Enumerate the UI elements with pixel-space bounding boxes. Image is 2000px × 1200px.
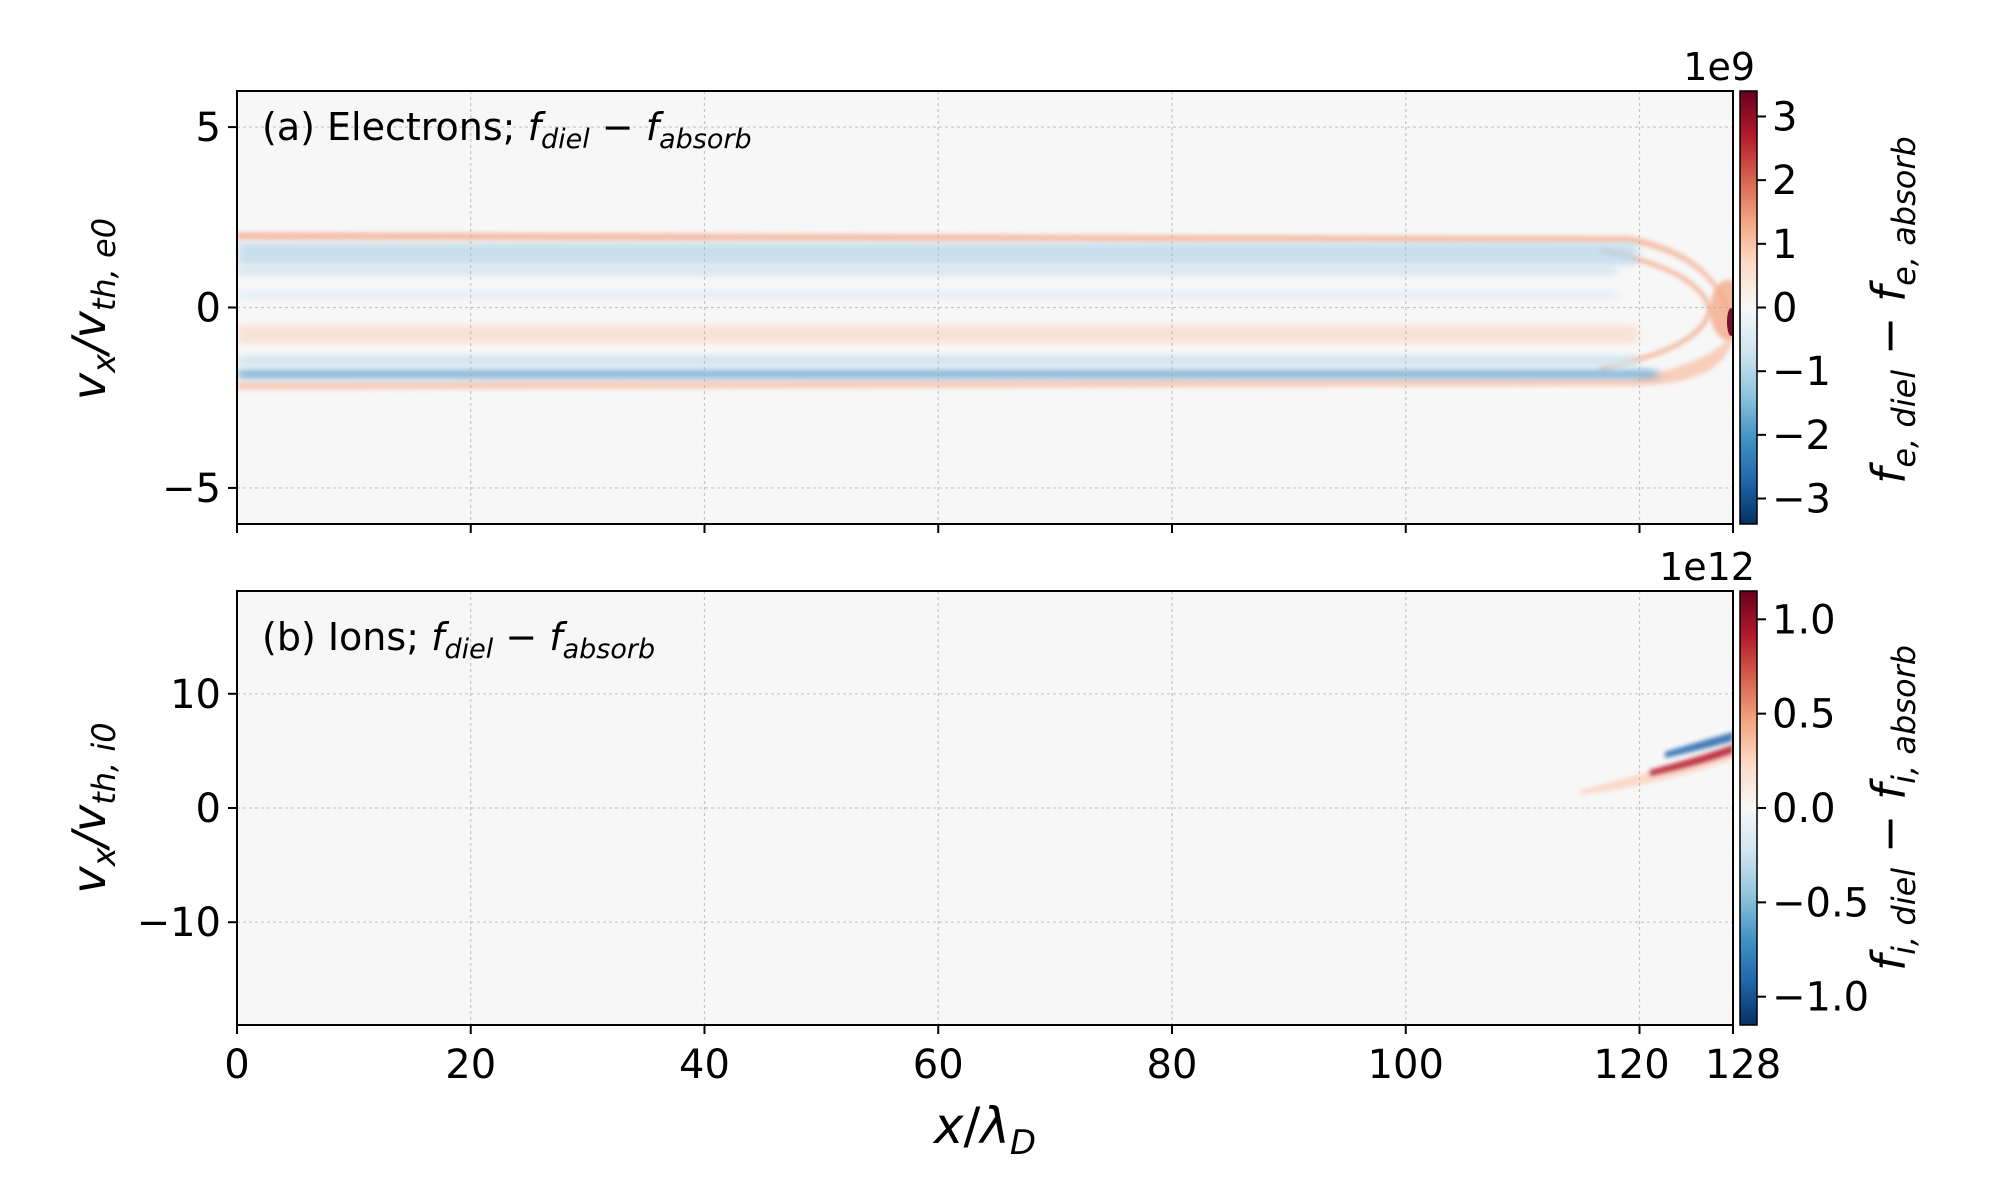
x-tick-label: 60 [913, 1042, 964, 1088]
panel-b-heatmap [1580, 732, 1733, 795]
colorbar-a-label: fe, diel − fe, absorb [1862, 136, 1923, 484]
colorbar-tick-label: −0.5 [1772, 880, 1869, 926]
heatmap-band-upper-positive [237, 232, 1733, 335]
colorbar-b-label: fi, diel − fi, absorb [1862, 645, 1923, 971]
colorbar-tick-label: 0.0 [1772, 786, 1836, 832]
colorbar-a-ticks: 3 2 1 0 −1 −2 −3 [1757, 94, 1831, 523]
heatmap-ion-streak-positive [1650, 745, 1733, 776]
colorbar-tick-label: 1 [1772, 222, 1797, 268]
colorbar-tick-label: −1.0 [1772, 975, 1869, 1021]
colorbar-a-exponent: 1e9 [1683, 45, 1755, 89]
panel-b-xticks: 0 20 40 60 80 100 120 128 [224, 1025, 1781, 1088]
x-axis-label: x/λD [932, 1097, 1036, 1163]
colorbar-tick-label: −3 [1772, 477, 1831, 523]
panel-b-colorbar: 1.0 0.5 0.0 −0.5 −1.0 1e12 fi, diel − fi, ab… [1659, 545, 1923, 1026]
heatmap-band-lower-negative-2 [237, 355, 1637, 367]
x-tick-label: 40 [679, 1042, 730, 1088]
x-tick-label: 80 [1147, 1042, 1198, 1088]
panel-b: 0 20 40 60 80 100 120 128 100−10 (b) Ions; fdie… [62, 545, 1923, 1088]
colorbar-tick-label: 1.0 [1772, 597, 1836, 643]
panel-b-grid [237, 591, 1733, 1025]
colorbar-b-scale [1739, 590, 1758, 1026]
heatmap-band-upper-negative [237, 243, 1637, 265]
panel-a-heatmap [237, 232, 1733, 390]
heatmap-band-upper-negative-2 [237, 266, 1617, 276]
panel-b-ylabel: vx/vth, i0 [62, 722, 123, 893]
colorbar-tick-label: 3 [1772, 94, 1797, 140]
x-tick-label: 120 [1593, 1042, 1669, 1088]
y-tick-label: 0 [196, 786, 221, 832]
panel-a-colorbar: 3 2 1 0 −1 −2 −3 1e9 fe, diel − fe, absorb [1683, 45, 1923, 525]
colorbar-tick-label: 2 [1772, 158, 1797, 204]
colorbar-tick-label: −2 [1772, 413, 1831, 459]
y-tick-label: −10 [137, 900, 221, 946]
panel-a-label: (a) Electrons; fdiel − fabsorb [262, 105, 752, 155]
panel-a-plot-area [237, 91, 1733, 524]
colorbar-tick-label: 0 [1772, 286, 1797, 332]
x-tick-label: 20 [445, 1042, 496, 1088]
heatmap-band-mid-positive [237, 325, 1637, 343]
heatmap-band-mid-negative [237, 290, 1617, 300]
y-tick-label: 10 [170, 672, 221, 718]
colorbar-a-scale [1739, 90, 1758, 525]
y-tick-label: 5 [196, 105, 221, 151]
x-tick-label: 100 [1368, 1042, 1444, 1088]
heatmap-edge-spot [1727, 308, 1733, 336]
panel-a-ylabel: vx/vth, e0 [62, 218, 123, 400]
colorbar-tick-label: −1 [1772, 349, 1831, 395]
y-tick-label: 0 [196, 286, 221, 332]
panel-b-label: (b) Ions; fdiel − fabsorb [262, 615, 655, 665]
y-tick-label: −5 [162, 466, 221, 512]
panel-a-xticks [236, 524, 1734, 533]
colorbar-b-ticks: 1.0 0.5 0.0 −0.5 −1.0 [1757, 597, 1869, 1021]
panel-b-plot-area [237, 591, 1733, 1025]
x-tick-label: 128 [1705, 1042, 1781, 1088]
heatmap-band-lower-positive [237, 330, 1733, 390]
colorbar-b-exponent: 1e12 [1659, 545, 1755, 589]
panel-a: 5 0 −5 (a) Electrons; fdiel − fabsorb vx/v… [62, 45, 1923, 533]
heatmap-ion-streak-negative [1665, 732, 1733, 758]
panel-a-yticks: 5 0 −5 [162, 105, 237, 512]
panel-b-yticks: 10 0 −10 [137, 672, 237, 946]
heatmap-band-lower-negative [237, 369, 1657, 379]
colorbar-tick-label: 0.5 [1772, 692, 1836, 738]
panel-a-grid [237, 91, 1733, 524]
x-tick-label: 0 [224, 1042, 249, 1088]
